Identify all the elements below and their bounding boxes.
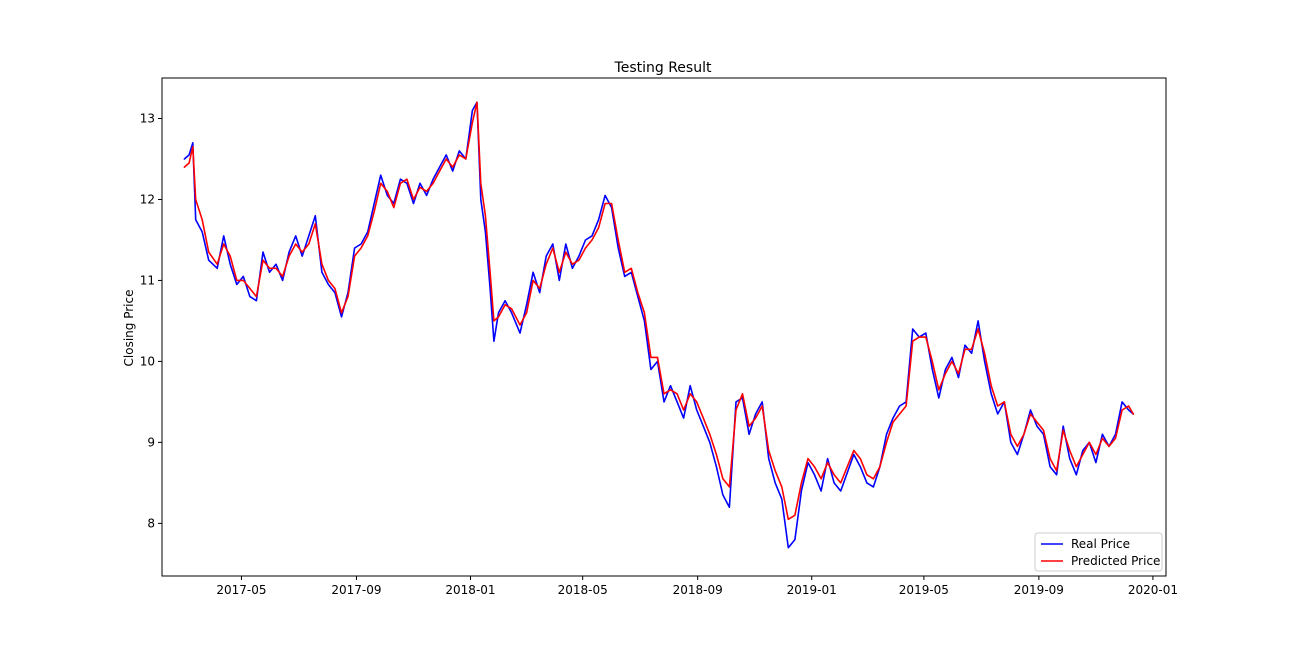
x-tick-label: 2020-01 [1128, 583, 1178, 597]
y-tick-label: 11 [140, 273, 155, 287]
legend-label: Predicted Price [1071, 554, 1160, 568]
y-tick-label: 13 [140, 111, 155, 125]
series-layer [183, 101, 1135, 549]
y-tick-label: 8 [147, 516, 155, 530]
x-axis: 2017-05 2017-09 2018-01 2018-05 2018-09 2019-… [216, 576, 1178, 597]
y-axis-label: Closing Price [122, 290, 136, 367]
x-tick-label: 2017-05 [216, 583, 266, 597]
y-axis: 8 9 10 11 12 13 [140, 111, 162, 530]
y-tick-label: 9 [147, 435, 155, 449]
x-tick-label: 2017-09 [331, 583, 381, 597]
chart-title: Testing Result [614, 60, 712, 76]
y-tick-label: 10 [140, 354, 155, 368]
x-tick-label: 2018-01 [445, 583, 495, 597]
x-tick-label: 2019-05 [899, 583, 949, 597]
legend-label: Real Price [1071, 537, 1130, 551]
x-tick-label: 2019-01 [787, 583, 837, 597]
legend: Real Price Predicted Price [1034, 532, 1163, 572]
y-tick-label: 12 [140, 192, 155, 206]
x-tick-label: 2018-05 [558, 583, 608, 597]
plot-frame [161, 77, 1167, 577]
series-line-predicted-price [183, 101, 1135, 521]
x-tick-label: 2018-09 [673, 583, 723, 597]
x-tick-label: 2019-09 [1014, 583, 1064, 597]
legend-box [1034, 532, 1163, 572]
